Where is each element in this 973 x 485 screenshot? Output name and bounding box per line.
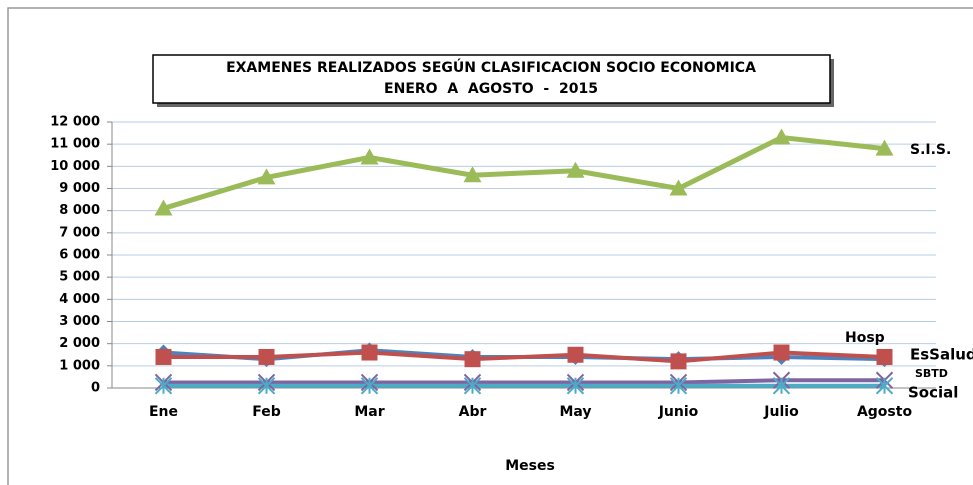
series-line	[162, 134, 885, 211]
y-tick-label: 11 000	[50, 137, 100, 152]
series-label: S.I.S.	[910, 142, 951, 158]
x-tick-label: Junio	[658, 404, 699, 420]
y-tick-label: 2 000	[59, 336, 100, 351]
marker	[772, 377, 791, 395]
marker	[772, 128, 791, 145]
marker	[360, 377, 379, 395]
x-tick-label: Ene	[149, 404, 178, 420]
x-tick-label: May	[559, 404, 591, 420]
series-label: Social	[908, 384, 958, 402]
title-box	[152, 54, 831, 104]
y-tick-label: 3 000	[59, 314, 100, 329]
y-tick-label: 8 000	[59, 203, 100, 218]
chart-subtitle: ENERO A AGOSTO - 2015	[384, 81, 598, 97]
y-tick-label: 0	[91, 381, 100, 396]
marker	[154, 377, 173, 395]
series-label: EsSalud	[910, 346, 973, 364]
series-label: Hosp	[845, 330, 885, 346]
marker	[566, 377, 585, 395]
y-tick-label: 5 000	[59, 270, 100, 285]
marker	[669, 179, 688, 196]
marker	[567, 346, 584, 363]
marker	[463, 166, 482, 183]
marker	[566, 161, 585, 178]
series-label: SBTD	[915, 367, 948, 380]
x-tick-label: Julio	[763, 404, 799, 420]
marker	[463, 377, 482, 395]
marker	[154, 199, 173, 216]
marker	[258, 348, 275, 365]
marker	[875, 139, 894, 156]
marker	[257, 377, 276, 395]
marker	[875, 377, 894, 395]
y-tick-label: 4 000	[59, 292, 100, 307]
x-tick-label: Mar	[354, 404, 384, 420]
marker	[670, 353, 687, 370]
marker	[361, 344, 378, 361]
x-tick-label: Agosto	[857, 404, 913, 420]
x-tick-label: Feb	[252, 404, 281, 420]
series-line	[163, 350, 885, 364]
series-line	[163, 378, 885, 385]
x-axis-label: Meses	[505, 458, 555, 474]
marker	[155, 348, 172, 365]
marker	[669, 377, 688, 395]
chart-title: EXAMENES REALIZADOS SEGÚN CLASIFICACION …	[226, 58, 756, 76]
x-tick-label: Abr	[459, 404, 487, 420]
marker	[257, 168, 276, 185]
y-tick-label: 6 000	[59, 248, 100, 263]
y-tick-label: 10 000	[50, 159, 100, 174]
marker	[876, 348, 893, 365]
marker	[464, 351, 481, 368]
marker	[773, 344, 790, 361]
y-tick-label: 1 000	[59, 358, 100, 373]
y-tick-label: 12 000	[50, 115, 100, 130]
y-tick-label: 7 000	[59, 225, 100, 240]
marker	[360, 148, 379, 165]
y-tick-label: 9 000	[59, 181, 100, 196]
